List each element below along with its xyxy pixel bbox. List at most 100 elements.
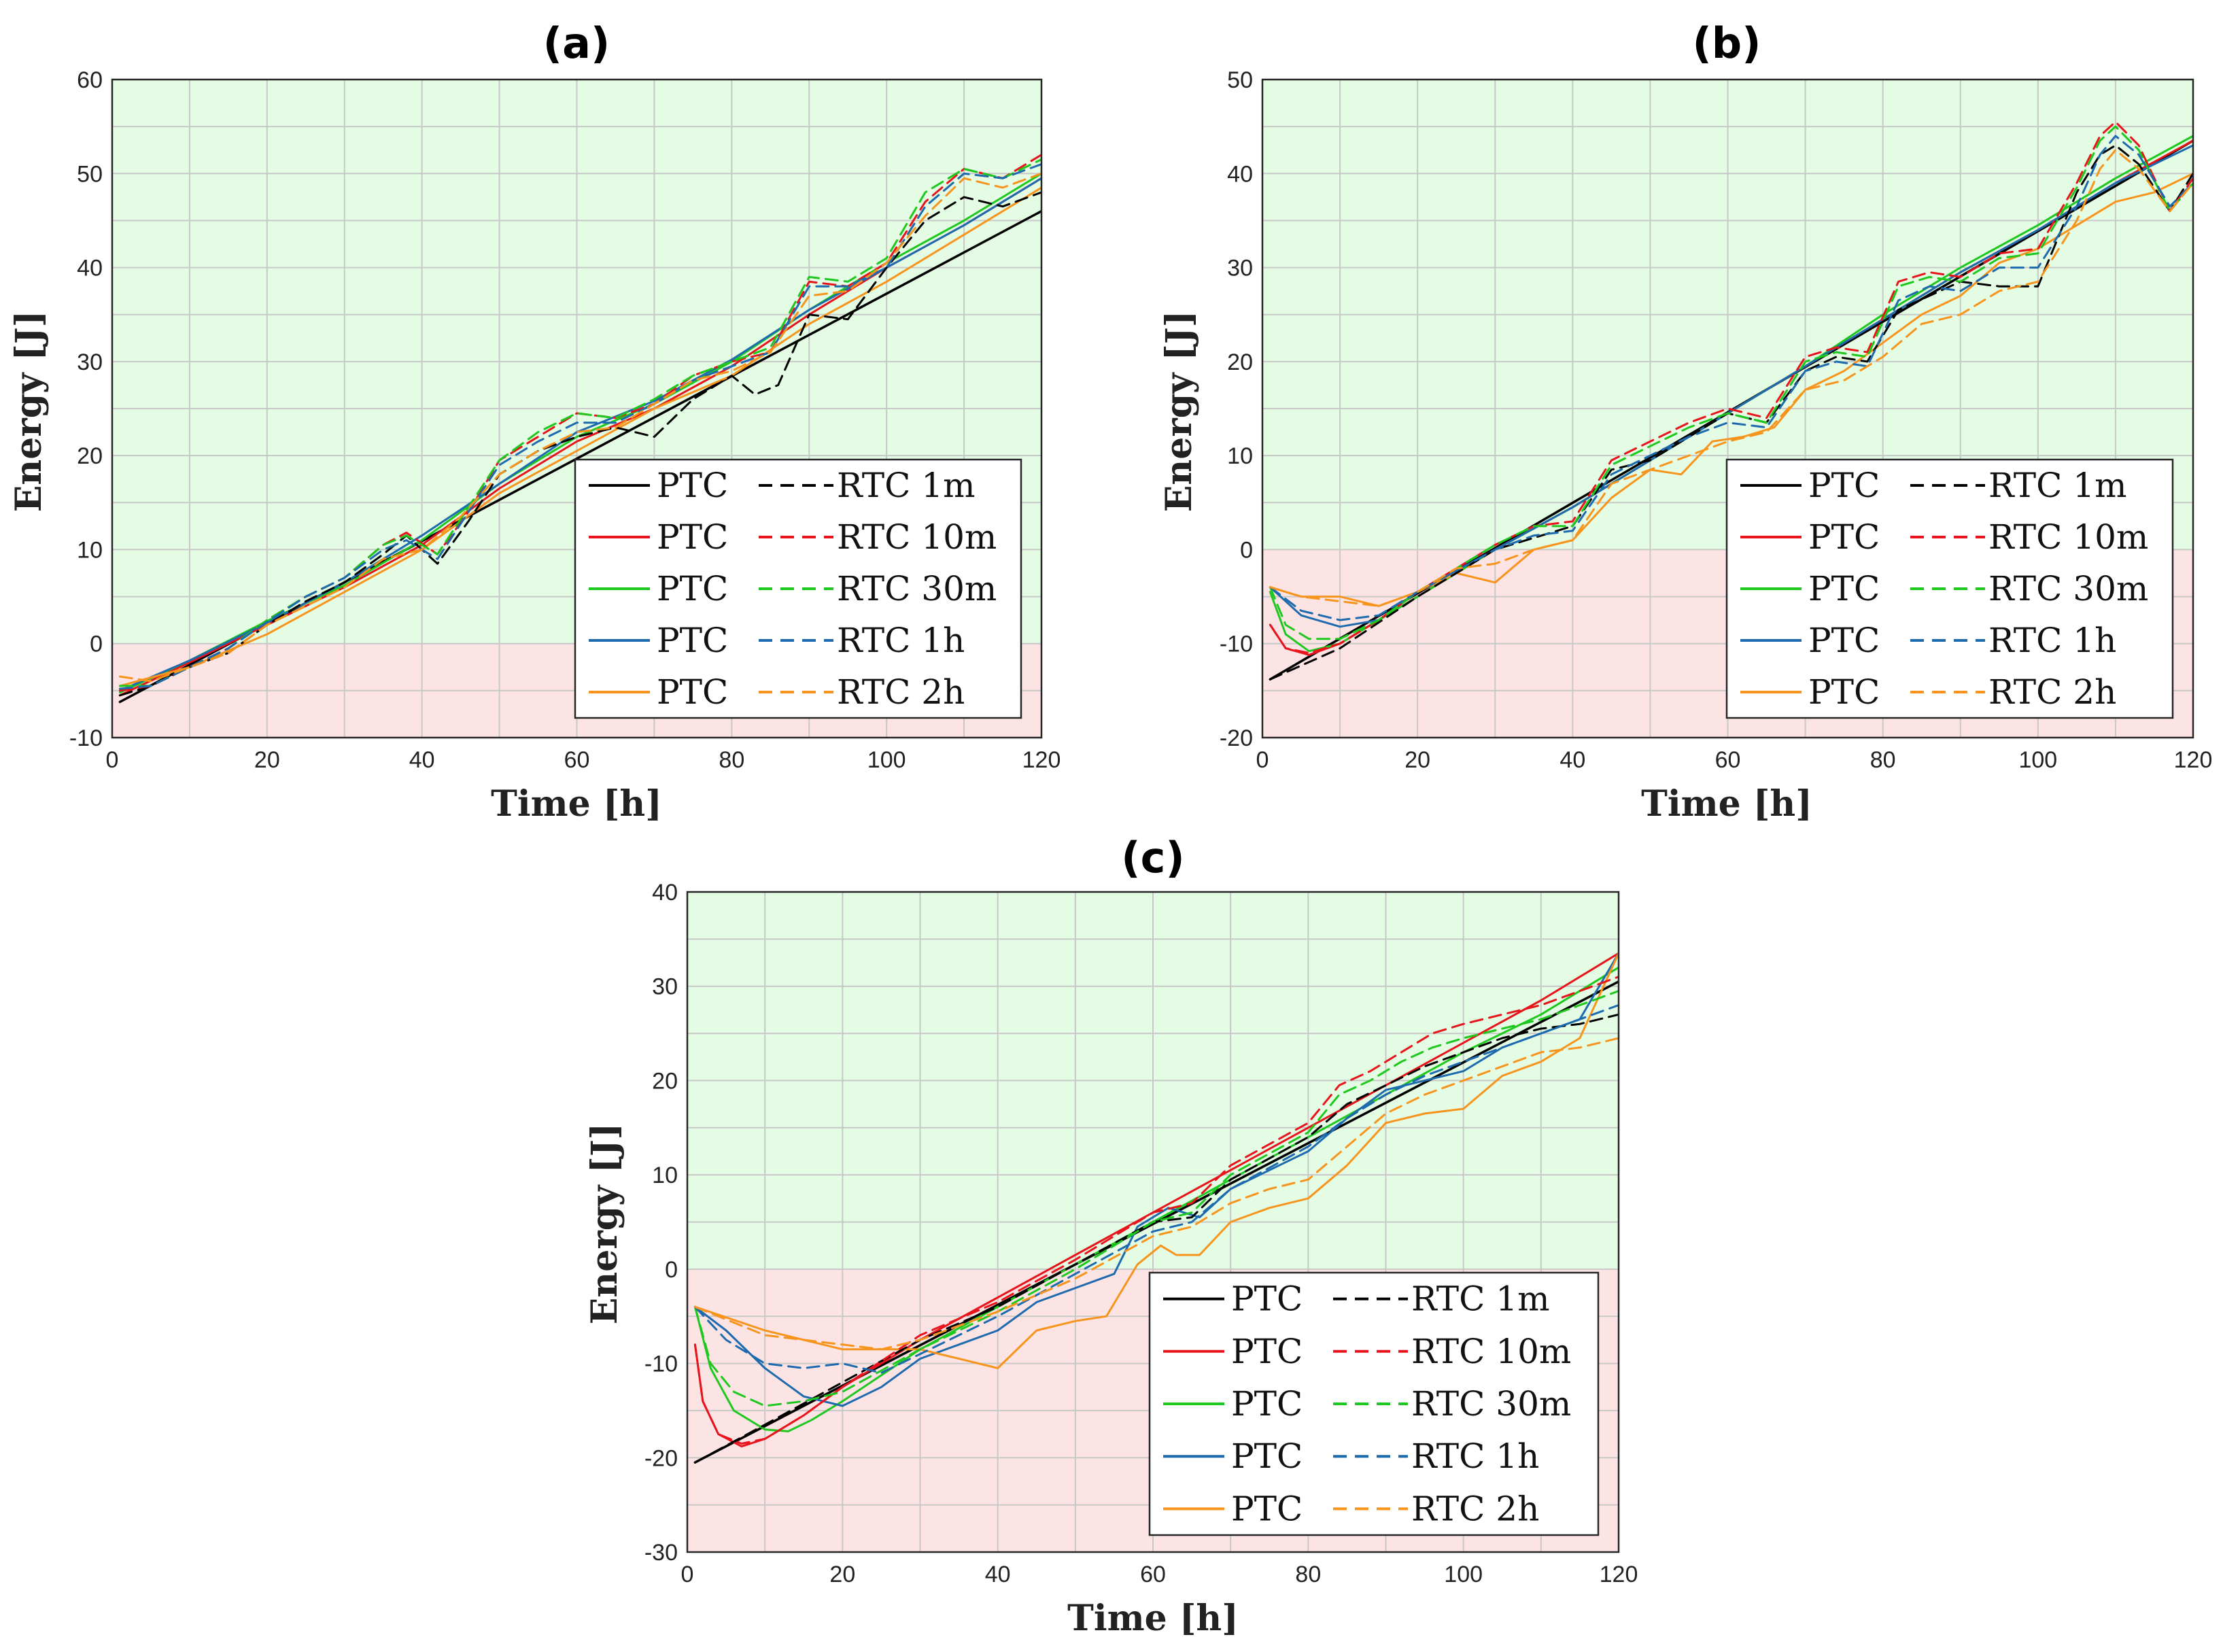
panel-c-line-rtc-1h-rtc-1h xyxy=(693,1004,1619,1374)
panel-c-legend-label-rtc: RTC 2h xyxy=(1411,1489,1539,1528)
panel-c-x-tick-label: 20 xyxy=(829,1562,855,1587)
panel-a-y-tick-label: 40 xyxy=(77,256,103,281)
panel-a-series-group xyxy=(118,154,1041,704)
panel-c-y-tick-label: -10 xyxy=(644,1352,678,1377)
panel-c-legend: PTC RTC 1m PTC RTC 10m PTC RTC 30m PTC RTC 1h PT… xyxy=(1148,1271,1600,1536)
panel-c-plot-area: 0 20 40 60 80 100 120 -30 -20 -10 0 10 20 30 40 PTC RTC … xyxy=(644,880,1638,1587)
panel-a-line-rtc-1h-rtc-1h xyxy=(118,163,1041,690)
panel-b-series-group xyxy=(1269,120,2193,681)
panel-b-line-rtc-30m-rtc-30m xyxy=(1269,125,2193,640)
panel-a-line-rtc-1m-rtc-1m xyxy=(118,191,1041,697)
panel-b-y-tick-label: 0 xyxy=(1240,537,1253,563)
panel-a-x-tick-label: 40 xyxy=(409,747,435,773)
panel-b-x-tick-label: 0 xyxy=(1256,747,1269,773)
panel-a-y-tick-label: 30 xyxy=(77,349,103,375)
panel-c-y-tick-label: 20 xyxy=(652,1068,678,1094)
panel-b-x-axis-label: Time [h] xyxy=(1641,783,1812,825)
panel-b-legend-label-rtc: RTC 1h xyxy=(1988,621,2116,660)
panel-a-x-axis-label: Time [h] xyxy=(491,783,662,825)
panel-a-legend-label-rtc: RTC 1h xyxy=(837,621,965,660)
panel-a-x-tick-label: 20 xyxy=(254,747,280,773)
panel-a-legend-label-ptc: PTC xyxy=(657,466,728,505)
panel-c-y-tick-label: 10 xyxy=(652,1163,678,1188)
panel-b-y-tick-label: 20 xyxy=(1227,349,1253,375)
panel-c-y-axis-label: Energy [J] xyxy=(584,1123,625,1324)
panel-b-axes-frame xyxy=(1261,78,2194,739)
panel-b-y-tick-label: 40 xyxy=(1227,161,1253,187)
panel-a-legend-label-rtc: RTC 2h xyxy=(837,672,965,712)
panel-b-y-tick-label: 30 xyxy=(1227,256,1253,281)
panel-b-plot-area: 0 20 40 60 80 100 120 -20 -10 0 10 20 30 40 50 PTC RTC 1… xyxy=(1220,67,2213,773)
panel-c-line-rtc-1m-rtc-1m xyxy=(693,1013,1619,1464)
panel-a-legend-label-rtc: RTC 10m xyxy=(837,517,997,557)
panel-a-legend-label-ptc: PTC xyxy=(657,621,728,660)
panel-c-y-tick-label: 40 xyxy=(652,880,678,906)
panel-a-legend-label-rtc: RTC 1m xyxy=(837,466,976,505)
panel-c-x-tick-label: 0 xyxy=(681,1562,694,1587)
panel-a-x-tick-label: 60 xyxy=(564,747,590,773)
panel-c-x-tick-label: 100 xyxy=(1444,1562,1483,1587)
panel-b-title: (b) xyxy=(1692,18,1761,68)
panel-a-line-rtc-2h-rtc-2h xyxy=(118,172,1041,683)
panel-c-legend-label-ptc: PTC xyxy=(1231,1384,1303,1424)
panel-a-legend-label-rtc: RTC 30m xyxy=(837,569,997,608)
panel-c-line-rtc-2h-rtc-2h xyxy=(693,1037,1619,1351)
panel-c-legend-label-rtc: RTC 1m xyxy=(1411,1279,1550,1319)
panel-c-x-tick-label: 40 xyxy=(985,1562,1011,1587)
panel-c-line-ptc-rtc-30m xyxy=(693,966,1619,1432)
panel-c-line-rtc-30m-rtc-30m xyxy=(693,990,1619,1407)
panel-a-line-ptc-rtc-2h xyxy=(118,186,1041,687)
panel-b-y-tick-label: 50 xyxy=(1227,67,1253,93)
panel-a-y-axis-label: Energy [J] xyxy=(8,311,50,512)
panel-a-title: (a) xyxy=(543,18,610,68)
panel-a-y-tick-label: -10 xyxy=(69,725,103,751)
panel-b-y-axis-label: Energy [J] xyxy=(1158,311,1200,512)
panel-a-line-rtc-30m-rtc-30m xyxy=(118,158,1041,687)
panel-c-line-rtc-10m-rtc-10m xyxy=(693,976,1619,1445)
panel-a-legend-label-ptc: PTC xyxy=(657,672,728,712)
panel-c-legend-label-rtc: RTC 10m xyxy=(1411,1332,1571,1371)
panel-a-y-tick-label: 60 xyxy=(77,67,103,93)
panel-c: (c) 0 20 40 60 80 100 120 -30 -20 -10 0 10 20 30 40 PTC… xyxy=(584,833,1638,1639)
panel-c-series-group xyxy=(693,952,1619,1464)
panel-a-legend-label-ptc: PTC xyxy=(657,517,728,557)
panel-a-x-tick-label: 100 xyxy=(867,747,906,773)
panel-a-x-tick-label: 120 xyxy=(1022,747,1061,773)
panel-a-y-tick-label: 50 xyxy=(77,161,103,187)
panel-b-x-tick-label: 60 xyxy=(1715,747,1741,773)
panel-b-legend-label-ptc: PTC xyxy=(1808,517,1880,557)
panel-b-y-tick-label: -10 xyxy=(1220,632,1253,657)
panel-b-y-tick-label: -20 xyxy=(1220,725,1253,751)
panel-b-legend-label-rtc: RTC 30m xyxy=(1988,569,2148,608)
panel-b-x-tick-label: 80 xyxy=(1870,747,1896,773)
panel-b-x-tick-label: 20 xyxy=(1405,747,1430,773)
panel-a-y-tick-label: 0 xyxy=(90,632,103,657)
panel-b-legend-label-ptc: PTC xyxy=(1808,672,1880,712)
panel-a-x-tick-label: 0 xyxy=(106,747,119,773)
panel-c-legend-label-rtc: RTC 1h xyxy=(1411,1436,1539,1476)
panel-c-y-tick-label: -20 xyxy=(644,1445,678,1471)
panel-a-axes-frame xyxy=(111,78,1043,739)
panel-c-legend-label-rtc: RTC 30m xyxy=(1411,1384,1571,1424)
panel-a-y-tick-label: 10 xyxy=(77,537,103,563)
panel-b-legend-label-rtc: RTC 2h xyxy=(1988,672,2116,712)
panel-b-legend-label-ptc: PTC xyxy=(1808,621,1880,660)
panel-c-legend-label-ptc: PTC xyxy=(1231,1489,1303,1528)
panel-b-x-tick-label: 100 xyxy=(2018,747,2057,773)
panel-c-y-tick-label: 30 xyxy=(652,974,678,1000)
panel-c-x-tick-label: 60 xyxy=(1140,1562,1166,1587)
panel-b-legend-label-ptc: PTC xyxy=(1808,569,1880,608)
panel-c-legend-label-ptc: PTC xyxy=(1231,1332,1303,1371)
panel-b-legend-label-rtc: RTC 10m xyxy=(1988,517,2148,557)
panel-b-y-tick-label: 10 xyxy=(1227,443,1253,469)
panel-b-x-tick-label: 120 xyxy=(2174,747,2213,773)
panel-b-line-rtc-2h-rtc-2h xyxy=(1269,149,2193,607)
panel-b-legend: PTC RTC 1m PTC RTC 10m PTC RTC 30m PTC RTC 1h PT… xyxy=(1725,458,2174,719)
panel-c-legend-label-ptc: PTC xyxy=(1231,1279,1303,1319)
panel-a-x-tick-label: 80 xyxy=(719,747,744,773)
panel-c-line-ptc-rtc-2h xyxy=(693,952,1619,1369)
panel-a-y-tick-label: 20 xyxy=(77,443,103,469)
panel-c-title: (c) xyxy=(1121,833,1184,882)
